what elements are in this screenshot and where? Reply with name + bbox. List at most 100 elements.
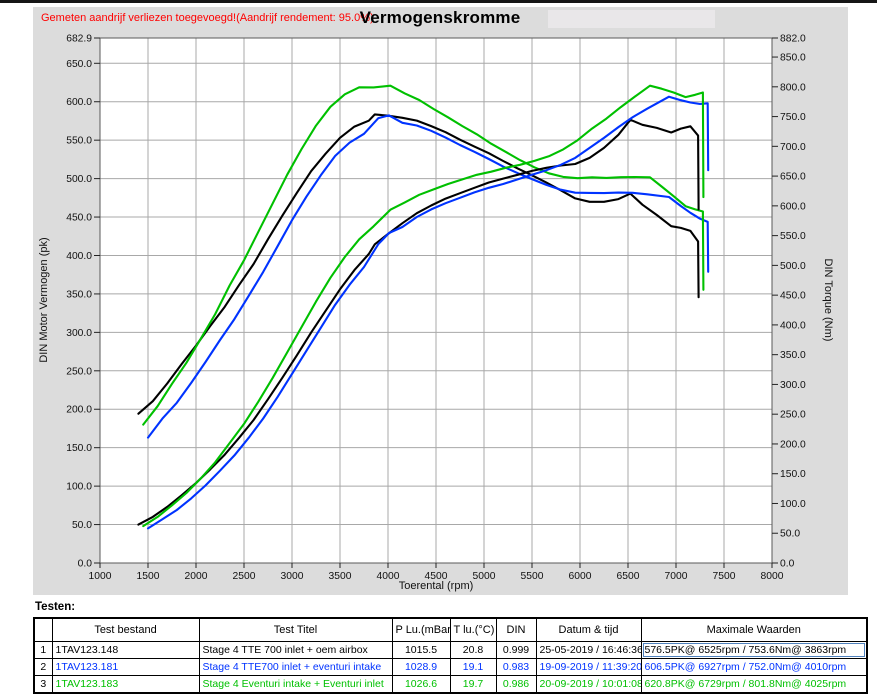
y-right-tick-label: 150.0: [780, 469, 806, 480]
cell-din[interactable]: 0.986: [495, 675, 537, 694]
y-right-tick-label: 600.0: [780, 201, 806, 212]
x-tick-label: 7500: [713, 571, 736, 582]
cell-datum-tijd[interactable]: 20-09-2019 / 10:01:08: [535, 675, 642, 694]
y-right-tick-label: 400.0: [780, 320, 806, 331]
cell-t-lu[interactable]: 19.7: [449, 675, 497, 694]
torque-curve-2: [146, 114, 710, 439]
y-left-tick-label: 0.0: [78, 559, 93, 570]
y-right-tick-label: 350.0: [780, 350, 806, 361]
y-left-tick-label: 500.0: [66, 174, 92, 185]
chart-title: Vermogenskromme: [359, 8, 521, 27]
cell-p-lu[interactable]: 1028.9: [391, 658, 451, 676]
y-right-tick-label: 250.0: [780, 410, 806, 421]
chart-panel: Gemeten aandrijf verliezen toegevoegd!(A…: [33, 7, 848, 595]
cell-test-titel[interactable]: Stage 4 TTE 700 inlet + oem airbox: [198, 641, 393, 659]
y-right-tick-label: 850.0: [780, 53, 806, 64]
cell-din[interactable]: 0.983: [495, 658, 537, 676]
y-left-tick-label: 600.0: [66, 97, 92, 108]
dyno-plot: DIN Motor Vermogen (pk) DIN Torque (Nm) …: [38, 34, 834, 593]
y-left-tick-label: 300.0: [66, 328, 92, 339]
test-row-1: 1 1TAV123.148 Stage 4 TTE 700 inlet + oem …: [33, 641, 868, 659]
y-left-tick-label: 682.9: [66, 34, 92, 45]
cell-t-lu[interactable]: 19.1: [449, 658, 497, 676]
cell-row-number: 1: [33, 641, 53, 659]
y-right-tick-label: 200.0: [780, 439, 806, 450]
y-left-tick-label: 400.0: [66, 251, 92, 262]
y-left-tick-label: 550.0: [66, 136, 92, 147]
cell-datum-tijd[interactable]: 19-09-2019 / 11:39:20: [535, 658, 642, 676]
test-row-2: 2 1TAV123.181 Stage 4 TTE700 inlet + event…: [33, 658, 868, 676]
x-tick-label: 6500: [617, 571, 640, 582]
y-left-tick-label: 650.0: [66, 59, 92, 70]
drivetrain-loss-annotation: Gemeten aandrijf verliezen toegevoegd!(A…: [41, 12, 374, 24]
column-header-maximale-waarden: Maximale Waarden: [640, 617, 868, 642]
cell-test-bestand[interactable]: 1TAV123.183: [51, 675, 200, 694]
x-tick-label: 4000: [377, 571, 400, 582]
x-tick-label: 3500: [329, 571, 352, 582]
y-right-tick-label: 500.0: [780, 261, 806, 272]
cell-t-lu[interactable]: 20.8: [449, 641, 497, 659]
column-header-test-bestand: Test bestand: [51, 617, 200, 642]
x-tick-label: 5500: [521, 571, 544, 582]
column-header-datum-tijd: Datum & tijd: [535, 617, 642, 642]
y-right-tick-label: 800.0: [780, 82, 806, 93]
y-left-axis-title: DIN Motor Vermogen (pk): [38, 237, 50, 362]
y-left-tick-label: 350.0: [66, 289, 92, 300]
selected-cell-outline: [642, 643, 865, 657]
y-right-tick-label: 450.0: [780, 291, 806, 302]
cell-test-titel[interactable]: Stage 4 TTE700 inlet + eventuri intake: [198, 658, 393, 676]
x-tick-label: 2000: [185, 571, 208, 582]
column-header-test-titel: Test Titel: [198, 617, 393, 642]
column-header-t-lu-c-: T lu.(°C): [449, 617, 497, 642]
y-left-tick-label: 200.0: [66, 405, 92, 416]
y-right-axis-title: DIN Torque (Nm): [822, 259, 834, 342]
window-top-edge: [0, 0, 877, 3]
tests-table: Test bestand Test Titel P Lu.(mBar) T lu.(°…: [33, 617, 868, 694]
column-header-p-lu-mbar-: P Lu.(mBar): [391, 617, 451, 642]
cell-test-bestand[interactable]: 1TAV123.148: [51, 641, 200, 659]
cell-din[interactable]: 0.999: [495, 641, 537, 659]
y-left-tick-label: 50.0: [72, 520, 92, 531]
cell-row-number: 2: [33, 658, 53, 676]
y-right-tick-label: 750.0: [780, 112, 806, 123]
power-curve-2: [146, 95, 710, 530]
x-tick-label: 5000: [473, 571, 496, 582]
legend-box: [548, 10, 715, 28]
x-tick-label: 1500: [137, 571, 160, 582]
cell-maximale-waarden[interactable]: 576.5PK@ 6525rpm / 753.6Nm@ 3863rpm: [640, 641, 868, 659]
x-tick-label: 1000: [89, 571, 112, 582]
cell-test-bestand[interactable]: 1TAV123.181: [51, 658, 200, 676]
y-left-tick-label: 150.0: [66, 443, 92, 454]
y-right-tick-label: 882.0: [780, 34, 806, 45]
cell-p-lu[interactable]: 1026.6: [391, 675, 451, 694]
power-curve-3: [142, 84, 705, 528]
x-tick-label: 7000: [665, 571, 688, 582]
y-left-tick-label: 450.0: [66, 213, 92, 224]
y-left-tick-label: 250.0: [66, 366, 92, 377]
y-left-tick-label: 100.0: [66, 482, 92, 493]
x-tick-label: 4500: [425, 571, 448, 582]
column-header-row-number: [33, 617, 53, 642]
cell-row-number: 3: [33, 675, 53, 694]
y-right-tick-label: 100.0: [780, 499, 806, 510]
y-right-tick-label: 50.0: [780, 529, 800, 540]
cell-test-titel[interactable]: Stage 4 Eventuri intake + Eventuri inlet: [198, 675, 393, 694]
column-header-din: DIN: [495, 617, 537, 642]
y-right-tick-label: 700.0: [780, 142, 806, 153]
y-right-tick-label: 550.0: [780, 231, 806, 242]
cell-datum-tijd[interactable]: 25-05-2019 / 16:46:36: [535, 641, 642, 659]
cell-maximale-waarden[interactable]: 606.5PK@ 6927rpm / 752.0Nm@ 4010rpm: [640, 658, 868, 676]
y-right-tick-label: 0.0: [780, 559, 795, 570]
x-tick-label: 3000: [281, 571, 304, 582]
torque-curve-3: [142, 84, 705, 426]
x-tick-label: 8000: [761, 571, 784, 582]
cell-maximale-waarden[interactable]: 620.8PK@ 6729rpm / 801.8Nm@ 4025rpm: [640, 675, 868, 694]
tests-caption: Testen:: [35, 601, 76, 613]
cell-p-lu[interactable]: 1015.5: [391, 641, 451, 659]
x-tick-label: 2500: [233, 571, 256, 582]
tests-table-header-row: Test bestand Test Titel P Lu.(mBar) T lu.(°…: [33, 617, 868, 642]
x-tick-label: 6000: [569, 571, 592, 582]
test-row-3: 3 1TAV123.183 Stage 4 Eventuri intake + Ev…: [33, 675, 868, 694]
y-right-tick-label: 650.0: [780, 172, 806, 183]
